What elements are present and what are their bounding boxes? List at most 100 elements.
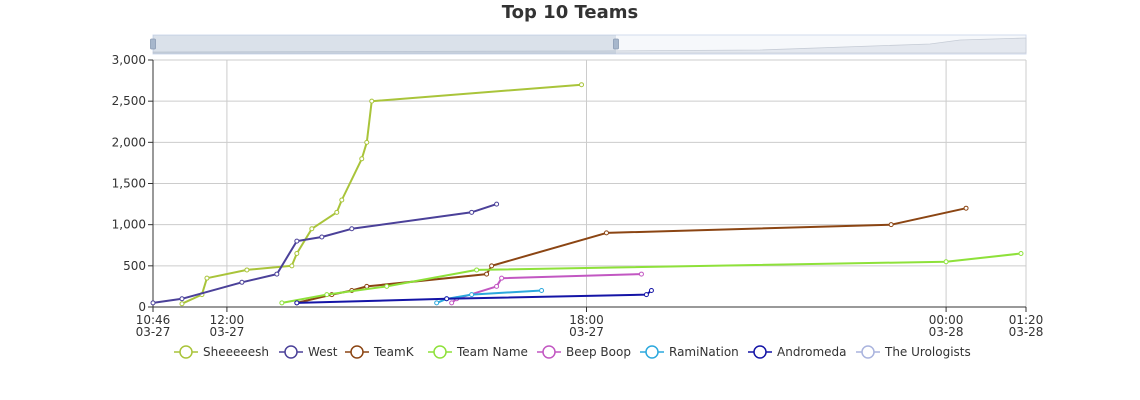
zoom-preview-area: [152, 37, 1027, 54]
legend[interactable]: Sheeeeesh West TeamK Team Name Beep Boop Rami…: [174, 345, 971, 359]
legend-label: Team Name: [456, 345, 528, 359]
legend-label: West: [308, 345, 338, 359]
data-point[interactable]: [369, 98, 375, 104]
series-beep-boop: [449, 271, 644, 306]
data-point[interactable]: [539, 288, 545, 294]
data-point[interactable]: [339, 197, 345, 203]
data-point[interactable]: [434, 300, 440, 306]
data-point[interactable]: [579, 82, 585, 88]
legend-label: TeamK: [373, 345, 415, 359]
data-point[interactable]: [494, 201, 500, 207]
data-point[interactable]: [643, 292, 649, 298]
legend-item-teamk[interactable]: TeamK: [345, 345, 415, 359]
series-team-name: [279, 250, 1024, 306]
series-line: [181, 83, 582, 305]
data-point[interactable]: [449, 300, 455, 306]
legend-item-andromeda[interactable]: Andromeda: [748, 345, 847, 359]
data-point[interactable]: [888, 222, 894, 228]
axes: 05001,0001,5002,0002,5003,00010:4603-271…: [112, 53, 1044, 339]
legend-circle-icon: [645, 345, 659, 359]
data-point[interactable]: [239, 279, 245, 285]
data-zoom-slider[interactable]: [150, 34, 1027, 55]
data-point[interactable]: [319, 234, 325, 240]
x-tick-label-date: 03-27: [569, 325, 604, 339]
legend-item-ramination[interactable]: RamiNation: [640, 345, 739, 359]
data-point[interactable]: [204, 275, 210, 281]
data-point[interactable]: [150, 300, 156, 306]
y-tick-label: 1,000: [112, 218, 146, 232]
y-tick-label: 500: [123, 259, 146, 273]
legend-label: Beep Boop: [566, 345, 631, 359]
zoom-handle-left[interactable]: [150, 38, 156, 50]
legend-label: Andromeda: [777, 345, 847, 359]
data-point[interactable]: [469, 209, 475, 215]
chart-title: Top 10 Teams: [501, 2, 639, 23]
y-tick-label: 3,000: [112, 53, 146, 67]
data-point[interactable]: [359, 156, 365, 162]
zoom-handle-right[interactable]: [613, 38, 619, 50]
legend-circle-icon: [350, 345, 364, 359]
legend-item-the-urologists[interactable]: The Urologists: [856, 345, 971, 359]
legend-item-sheeeeesh[interactable]: Sheeeeesh: [174, 345, 269, 359]
data-point[interactable]: [309, 226, 315, 232]
data-point[interactable]: [244, 267, 250, 273]
x-tick-label-date: 03-28: [1009, 325, 1044, 339]
y-tick-label: 1,500: [112, 177, 146, 191]
data-point[interactable]: [603, 230, 609, 236]
y-tick-label: 2,500: [112, 94, 146, 108]
x-tick-label-time: 12:00: [210, 313, 245, 327]
data-point[interactable]: [294, 238, 300, 244]
grid: [152, 59, 1027, 308]
data-point[interactable]: [294, 250, 300, 256]
data-point[interactable]: [444, 296, 450, 302]
legend-circle-icon: [433, 345, 447, 359]
data-point[interactable]: [484, 271, 490, 277]
data-point[interactable]: [1018, 250, 1024, 256]
legend-item-beep-boop[interactable]: Beep Boop: [537, 345, 631, 359]
data-point[interactable]: [334, 209, 340, 215]
legend-label: Sheeeeesh: [203, 345, 269, 359]
legend-circle-icon: [284, 345, 298, 359]
data-point[interactable]: [179, 301, 185, 307]
x-tick-label-time: 00:00: [929, 313, 964, 327]
data-point[interactable]: [364, 283, 370, 289]
legend-item-west[interactable]: West: [279, 345, 338, 359]
y-tick-label: 0: [138, 300, 146, 314]
data-point[interactable]: [289, 263, 295, 269]
y-tick-label: 2,000: [112, 135, 146, 149]
x-tick-label-date: 03-27: [136, 325, 171, 339]
data-point[interactable]: [469, 292, 475, 298]
data-point[interactable]: [364, 139, 370, 145]
data-point[interactable]: [638, 271, 644, 277]
data-point[interactable]: [648, 288, 654, 294]
series: [150, 82, 1024, 307]
legend-label: RamiNation: [669, 345, 739, 359]
data-point[interactable]: [274, 271, 280, 277]
data-point[interactable]: [179, 296, 185, 302]
series-line: [296, 289, 653, 304]
legend-item-team-name[interactable]: Team Name: [428, 345, 528, 359]
data-point[interactable]: [489, 263, 495, 269]
data-point[interactable]: [474, 267, 480, 273]
legend-circle-icon: [753, 345, 767, 359]
series-line: [281, 252, 1022, 304]
data-point[interactable]: [499, 275, 505, 281]
x-tick-label-date: 03-27: [209, 325, 244, 339]
x-tick-label-time: 18:00: [569, 313, 604, 327]
data-point[interactable]: [943, 259, 949, 265]
series-sheeeeesh: [179, 82, 585, 307]
series-andromeda: [294, 288, 654, 306]
data-point[interactable]: [294, 300, 300, 306]
series-teamk: [294, 205, 969, 306]
x-tick-label-date: 03-28: [929, 325, 964, 339]
data-point[interactable]: [349, 226, 355, 232]
legend-circle-icon: [179, 345, 193, 359]
data-point[interactable]: [384, 283, 390, 289]
data-point[interactable]: [494, 283, 500, 289]
legend-circle-icon: [861, 345, 875, 359]
data-point[interactable]: [324, 292, 330, 298]
zoom-selected-range[interactable]: [153, 35, 616, 54]
data-point[interactable]: [279, 300, 285, 306]
data-point[interactable]: [963, 205, 969, 211]
